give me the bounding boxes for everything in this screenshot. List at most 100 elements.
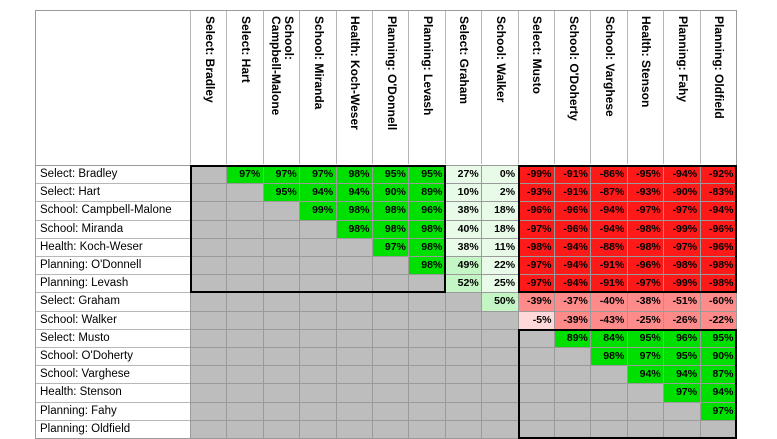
matrix-cell: -94% [554,237,591,257]
column-header: Planning: Oldfield [699,10,736,164]
column-header: Planning: O'Donnell [372,10,408,164]
matrix-cell: 2% [481,183,519,202]
matrix-cell: 27% [444,165,482,184]
column-header: School: Varghese [590,10,626,164]
matrix-cell [226,183,264,202]
matrix-cell: 38% [444,237,482,257]
matrix-cell: -94% [590,201,628,221]
matrix-cell [408,274,446,293]
column-header-label: School: O'Doherty [566,16,581,121]
row-label: Health: Koch-Weser [35,237,190,256]
matrix-cell: -5% [517,310,555,330]
matrix-cell [299,328,337,348]
matrix-cell: -95% [626,165,664,184]
matrix-cell: 98% [335,219,373,239]
matrix-cell [517,365,555,384]
matrix-cell [190,310,227,330]
matrix-cell: -97% [517,219,555,239]
column-header-label: School: Campbell-Malone [268,16,296,116]
matrix-cell [335,419,373,439]
matrix-cell [699,419,737,439]
matrix-cell: 52% [444,274,482,293]
matrix-cell: 98% [408,219,446,239]
matrix-cell: 97% [699,401,737,421]
matrix-cell: -91% [554,165,591,184]
matrix-cell: 98% [590,347,628,366]
matrix-cell [517,347,555,366]
matrix-cell: 89% [408,183,446,202]
matrix-cell [226,310,264,330]
matrix-cell [262,328,300,348]
row-label: Select: Musto [35,328,190,347]
matrix-cell [626,401,664,421]
matrix-cell [444,347,482,366]
row-label: School: Walker [35,310,190,329]
matrix-cell: 95% [262,183,300,202]
matrix-cell: 97% [372,237,409,257]
matrix-cell: 97% [626,347,664,366]
matrix-cell [299,256,337,275]
matrix-cell: -96% [699,237,737,257]
matrix-cell [372,383,409,403]
matrix-cell [299,274,337,293]
matrix-cell: 94% [335,183,373,202]
matrix-cell [481,419,519,439]
matrix-cell [262,310,300,330]
matrix-cell [262,201,300,221]
matrix-cell [517,401,555,421]
matrix-cell [372,401,409,421]
matrix-cell [335,310,373,330]
matrix-cell: -91% [554,183,591,202]
matrix-cell [590,365,628,384]
matrix-cell: -98% [626,237,664,257]
column-header-label: School: Walker [493,16,508,103]
matrix-cell: 11% [481,237,519,257]
matrix-cell [226,274,264,293]
matrix-cell [190,365,227,384]
matrix-cell [444,401,482,421]
row-label: Select: Bradley [35,165,190,183]
matrix-cell: 18% [481,219,519,239]
matrix-cell: -94% [554,256,591,275]
row-label: School: Varghese [35,365,190,384]
matrix-cell [335,347,373,366]
matrix-cell [554,347,591,366]
matrix-cell: -97% [517,256,555,275]
matrix-cell [335,256,373,275]
matrix-cell [262,401,300,421]
matrix-cell [226,256,264,275]
matrix-cell [626,419,664,439]
matrix-cell: 98% [372,201,409,221]
matrix-cell [444,365,482,384]
matrix-cell [226,328,264,348]
column-header-label: Planning: Levash [421,16,436,116]
matrix-cell: -97% [626,201,664,221]
matrix-cell: -94% [554,274,591,293]
matrix-cell [335,274,373,293]
matrix-cell: 95% [372,165,409,184]
matrix-cell: -43% [590,310,628,330]
matrix-cell: 94% [626,365,664,384]
matrix-cell [299,347,337,366]
matrix-cell [190,347,227,366]
matrix-cell: -98% [663,256,701,275]
matrix-cell [299,310,337,330]
matrix-cell: 18% [481,201,519,221]
matrix-cell [226,219,264,239]
matrix-cell [517,383,555,403]
row-label: Planning: Fahy [35,401,190,420]
matrix-cell [262,383,300,403]
matrix-cell [335,401,373,421]
row-label: Planning: Levash [35,274,190,293]
matrix-cell: 95% [663,347,701,366]
column-header: Select: Graham [444,10,481,164]
matrix-cell: -90% [663,183,701,202]
matrix-cell [299,237,337,257]
matrix-cell: -38% [626,292,664,312]
matrix-cell: 90% [372,183,409,202]
matrix-cell: -91% [590,256,628,275]
matrix-cell: 40% [444,219,482,239]
matrix-cell: -91% [590,274,628,293]
matrix-cell: -96% [554,219,591,239]
matrix-cell [517,328,555,348]
